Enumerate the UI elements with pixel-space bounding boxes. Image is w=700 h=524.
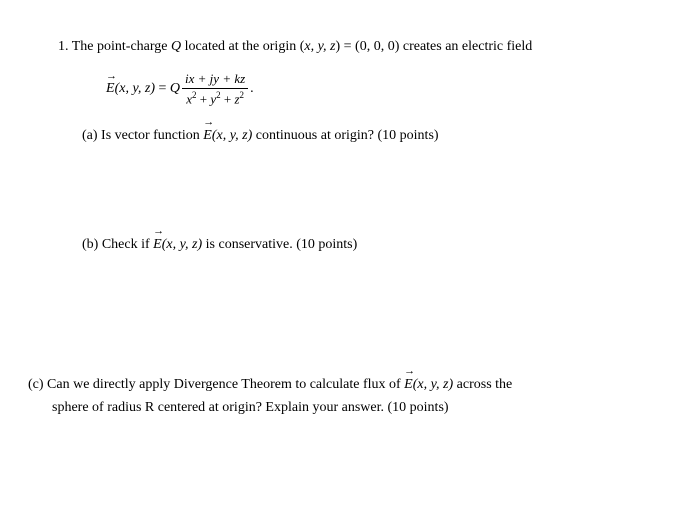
fraction-denominator: x2 + y2 + z2 — [183, 89, 247, 107]
intro-text-eq: ) = (0, 0, 0) creates an electric field — [335, 39, 532, 54]
part-a-text-pre: Is vector function — [98, 128, 204, 143]
vector-e-symbol: E — [106, 81, 115, 97]
eq-lhs-args: (x, y, z) = Q — [115, 81, 180, 97]
part-b: (b) Check if E(x, y, z) is conservative.… — [82, 234, 672, 256]
part-b-vec-e: E — [153, 234, 162, 256]
part-a-vec-e: E — [203, 125, 212, 147]
part-a: (a) Is vector function E(x, y, z) contin… — [82, 125, 672, 147]
part-c: (c) Can we directly apply Divergence The… — [28, 374, 672, 419]
fraction: ix + jy + kz x2 + y2 + z2 — [182, 71, 248, 107]
charge-symbol: Q — [171, 39, 181, 54]
intro-vars: x, y, z — [304, 39, 335, 54]
problem-intro: 1. The point-charge Q located at the ori… — [58, 36, 672, 57]
eq-period: . — [250, 81, 254, 97]
part-c-vec-args: (x, y, z) — [413, 377, 453, 392]
part-b-text-pre: Check if — [98, 237, 153, 252]
fraction-numerator: ix + jy + kz — [182, 71, 248, 89]
part-c-text-post: across the — [453, 377, 512, 392]
part-a-label: (a) — [82, 128, 98, 143]
part-c-text-pre: Can we directly apply Divergence Theorem… — [44, 377, 405, 392]
part-c-line2: sphere of radius R centered at origin? E… — [52, 397, 672, 419]
part-a-text-post: continuous at origin? (10 points) — [252, 128, 438, 143]
part-c-label: (c) — [28, 377, 44, 392]
part-b-text-post: is conservative. (10 points) — [202, 237, 357, 252]
part-b-label: (b) — [82, 237, 98, 252]
part-a-vec-args: (x, y, z) — [212, 128, 252, 143]
intro-text-mid: located at the origin ( — [181, 39, 304, 54]
problem-number: 1. — [58, 39, 69, 54]
field-equation: E (x, y, z) = Q ix + jy + kz x2 + y2 + z… — [106, 71, 672, 107]
part-c-vec-e: E — [404, 374, 413, 396]
part-b-vec-args: (x, y, z) — [162, 237, 202, 252]
intro-text-pre: The point-charge — [72, 39, 171, 54]
